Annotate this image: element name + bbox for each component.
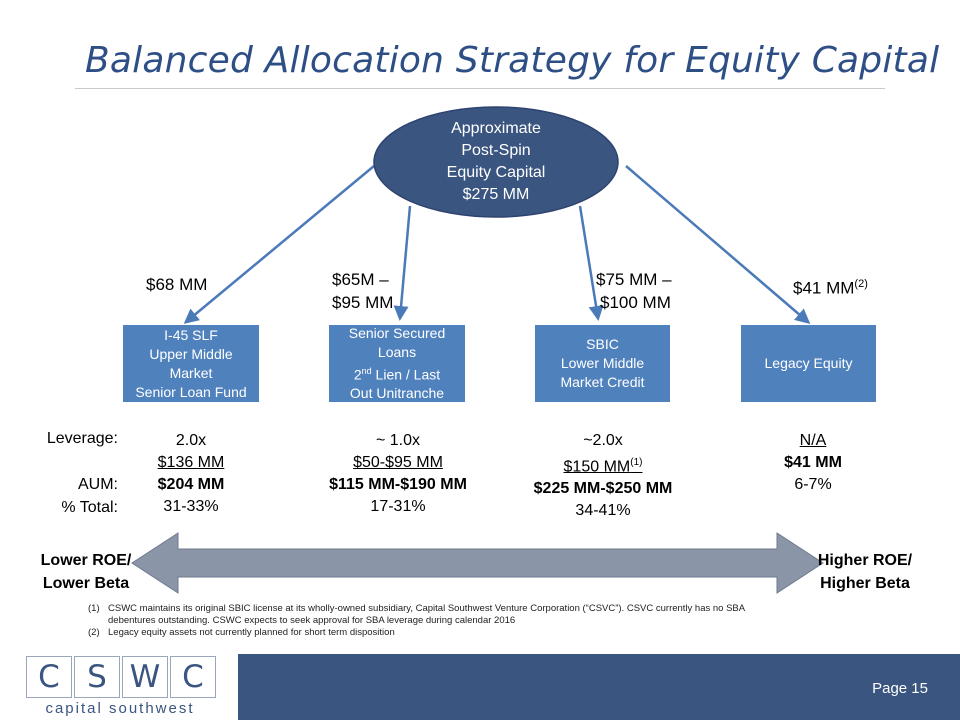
pct-total: 34-41% <box>575 502 631 520</box>
row-label-aum: AUM: <box>78 476 118 493</box>
arrow-to-slf <box>183 165 375 324</box>
footnotes: (1) CSWC maintains its original SBIC lic… <box>88 603 768 639</box>
footnote-1: (1) CSWC maintains its original SBIC lic… <box>88 603 745 626</box>
logo-subtitle: capital southwest <box>45 700 195 717</box>
column-legacy: N/A $41 MM 6-7% <box>745 430 881 496</box>
pct-total: 31-33% <box>163 498 219 515</box>
allocation-amount-sbic: $75 MM – $100 MM <box>596 270 672 312</box>
leverage-value: ~2.0x <box>583 432 623 449</box>
pct-total: 6-7% <box>794 476 832 493</box>
scale-label-lower: Lower ROE/ Lower Beta <box>40 552 132 592</box>
aum-target: $204 MM <box>157 476 225 493</box>
footnote-2: (2) Legacy equity assets not currently p… <box>88 627 395 638</box>
scale-label-higher: Higher ROE/ Higher Beta <box>817 552 913 592</box>
leverage-value: ~ 1.0x <box>375 432 421 449</box>
roe-beta-scale-arrow <box>131 532 824 594</box>
allocation-amount-legacy: $41 MM(2) <box>793 278 868 298</box>
arrow-to-legacy <box>625 165 811 324</box>
aum-current: $136 MM <box>157 454 225 471</box>
title-divider <box>75 88 885 89</box>
arrow-to-senior-secured <box>393 205 412 321</box>
aum-target: $225 MM-$250 MM <box>533 480 673 498</box>
aum-current: $50-$95 MM <box>353 454 443 471</box>
allocation-amount-senior-secured: $65M – $95 MM <box>332 270 394 312</box>
box-i45-slf: I-45 SLF Upper Middle Market Senior Loan… <box>123 325 259 402</box>
page-number: Page 15 <box>872 680 928 697</box>
aum-current: $150 MM(1) <box>563 457 643 476</box>
equity-capital-label: Approximate Post-Spin Equity Capital $27… <box>446 120 546 203</box>
aum-current: $41 MM <box>784 454 842 471</box>
box-sbic: SBIC Lower Middle Market Credit <box>535 325 670 402</box>
column-slf: 2.0x $136 MM $204 MM 31-33% <box>120 430 262 518</box>
aum-target: $115 MM-$190 MM <box>329 476 467 493</box>
cswc-logo: C S W C <box>26 656 218 698</box>
pct-total: 17-31% <box>370 498 426 515</box>
row-label-pct-total: % Total: <box>61 499 118 516</box>
column-sbic: ~2.0x $150 MM(1) $225 MM-$250 MM 34-41% <box>505 430 701 522</box>
page-title: Balanced Allocation Strategy for Equity … <box>85 40 940 81</box>
row-label-leverage: Leverage: <box>46 430 118 447</box>
box-senior-secured-loans: Senior Secured Loans 2nd Lien / Last Out… <box>329 325 465 402</box>
allocation-amount-slf: $68 MM <box>146 275 208 294</box>
leverage-value: 2.0x <box>175 432 207 449</box>
box-legacy-equity: Legacy Equity <box>741 325 876 402</box>
leverage-value: N/A <box>799 432 827 449</box>
equity-capital-ellipse <box>373 106 619 218</box>
arrow-to-sbic <box>578 205 604 321</box>
column-senior-secured: ~ 1.0x $50-$95 MM $115 MM-$190 MM 17-31% <box>300 430 496 518</box>
